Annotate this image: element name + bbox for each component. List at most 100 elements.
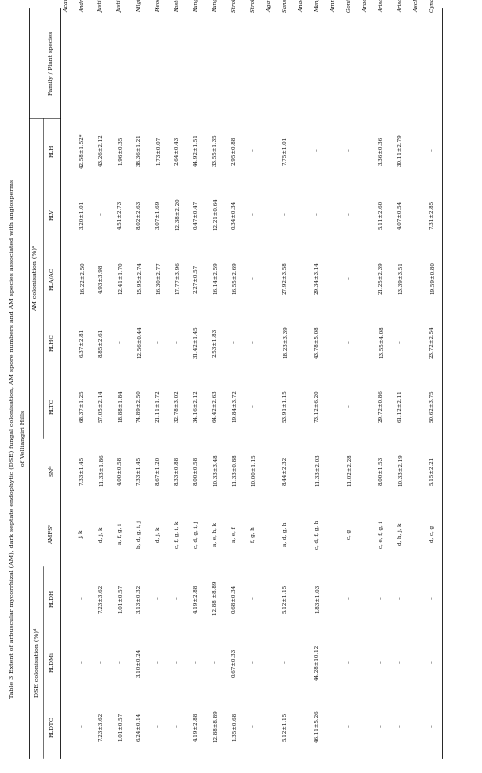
- Text: 7.23±3.62: 7.23±3.62: [99, 584, 104, 612]
- Text: 21.11±1.72: 21.11±1.72: [156, 390, 161, 422]
- Text: 8.67±1.20: 8.67±1.20: [156, 455, 161, 485]
- Text: Rungia apiculata: Rungia apiculata: [194, 0, 199, 12]
- Text: 38.36±1.21: 38.36±1.21: [137, 134, 142, 166]
- Text: c, f, g, i, k: c, f, g, i, k: [175, 520, 180, 548]
- Text: –: –: [379, 661, 384, 663]
- Text: of Velliangiri Hills: of Velliangiri Hills: [22, 410, 27, 466]
- Text: 1.73±0.07: 1.73±0.07: [156, 135, 161, 165]
- Text: Mangifera indica: Mangifera indica: [315, 0, 320, 12]
- Text: 5.15±2.21: 5.15±2.21: [430, 455, 435, 485]
- Text: 5.11±2.60: 5.11±2.60: [379, 199, 384, 229]
- Text: Agavaceae: Agavaceae: [267, 0, 272, 12]
- Text: –: –: [430, 597, 435, 599]
- Text: 16.22±2.50: 16.22±2.50: [80, 262, 85, 295]
- Text: Justicia tranquebariensis: Justicia tranquebariensis: [118, 0, 123, 12]
- Text: –: –: [315, 148, 320, 152]
- Text: f, g, h: f, g, h: [251, 526, 256, 542]
- Text: 29.72±0.86: 29.72±0.86: [379, 390, 384, 422]
- Text: 11.02±2.28: 11.02±2.28: [347, 454, 352, 486]
- Text: 4.00±0.58: 4.00±0.58: [118, 455, 123, 485]
- Text: 53.91±1.15: 53.91±1.15: [283, 390, 288, 422]
- Text: –: –: [251, 597, 256, 599]
- Text: 68.37±1.25: 68.37±1.25: [80, 390, 85, 422]
- Text: 8.44±2.32: 8.44±2.32: [283, 455, 288, 485]
- Text: RLDMi: RLDMi: [50, 652, 54, 673]
- Text: a, d, g, h: a, d, g, h: [283, 522, 288, 547]
- Text: 6.37±2.81: 6.37±2.81: [80, 328, 85, 356]
- Text: –: –: [251, 724, 256, 727]
- Text: RLV: RLV: [50, 208, 54, 220]
- Text: 10.33±2.19: 10.33±2.19: [398, 454, 403, 486]
- Text: 44.28±10.12: 44.28±10.12: [315, 644, 320, 680]
- Text: c, d, g, i, j: c, d, g, i, j: [194, 520, 199, 548]
- Text: 12.88 ±8.89: 12.88 ±8.89: [213, 581, 218, 615]
- Text: 1.01±0.57: 1.01±0.57: [118, 711, 123, 741]
- Text: RLTC: RLTC: [50, 398, 54, 414]
- Text: 7.31±2.85: 7.31±2.85: [430, 199, 435, 229]
- Text: 2.53±1.83: 2.53±1.83: [213, 328, 218, 356]
- Text: –: –: [80, 661, 85, 663]
- Text: SNᵇ: SNᵇ: [50, 465, 54, 475]
- Text: RLDH: RLDH: [50, 589, 54, 607]
- Text: –: –: [99, 661, 104, 663]
- Text: 19.84±3.72: 19.84±3.72: [232, 390, 237, 422]
- Text: 12.56±0.44: 12.56±0.44: [137, 325, 142, 359]
- Text: 3.07±1.69: 3.07±1.69: [156, 199, 161, 229]
- Text: 42.58±1.52*: 42.58±1.52*: [80, 132, 85, 168]
- Text: 16.55±2.69: 16.55±2.69: [232, 261, 237, 295]
- Text: –: –: [347, 277, 352, 279]
- Text: RLH: RLH: [50, 143, 54, 157]
- Text: 0.68±0.34: 0.68±0.34: [232, 584, 237, 612]
- Text: 8.33±0.88: 8.33±0.88: [175, 455, 180, 485]
- Text: d, c, g: d, c, g: [430, 526, 435, 543]
- Text: a, e, h, k: a, e, h, k: [213, 522, 218, 546]
- Text: 4.19±2.88: 4.19±2.88: [194, 711, 199, 741]
- Text: 3.36±0.36: 3.36±0.36: [379, 135, 384, 165]
- Text: –: –: [430, 148, 435, 152]
- Text: –: –: [283, 213, 288, 216]
- Text: 8.02±2.63: 8.02±2.63: [137, 199, 142, 229]
- Text: 50.62±3.75: 50.62±3.75: [430, 390, 435, 422]
- Text: 16.14±2.59: 16.14±2.59: [213, 261, 218, 295]
- Text: 1.01±0.57: 1.01±0.57: [118, 584, 123, 612]
- Text: Family / Plant species: Family / Plant species: [50, 31, 54, 95]
- Text: d, j, k: d, j, k: [99, 526, 104, 542]
- Text: Nilgirianthus asper: Nilgirianthus asper: [137, 0, 142, 12]
- Text: c, g: c, g: [347, 529, 352, 539]
- Text: –: –: [379, 597, 384, 599]
- Text: 57.05±2.14: 57.05±2.14: [99, 390, 104, 422]
- Text: 12.21±0.64: 12.21±0.64: [213, 198, 218, 230]
- Text: 7.33±1.45: 7.33±1.45: [137, 455, 142, 485]
- Text: –: –: [347, 661, 352, 663]
- Text: Anacardiaceae: Anacardiaceae: [299, 0, 304, 12]
- Text: 2.95±0.88: 2.95±0.88: [232, 135, 237, 165]
- Text: 43.78±5.08: 43.78±5.08: [315, 325, 320, 359]
- Text: –: –: [398, 661, 403, 663]
- Text: –: –: [251, 404, 256, 407]
- Text: 8.85±2.61: 8.85±2.61: [99, 328, 104, 356]
- Text: 1.96±0.35: 1.96±0.35: [118, 135, 123, 165]
- Text: Ammonaceae: Ammonaceae: [331, 0, 336, 12]
- Text: a, e, f: a, e, f: [232, 526, 237, 542]
- Text: –: –: [99, 213, 104, 216]
- Text: –: –: [347, 341, 352, 343]
- Text: 0.67±0.33: 0.67±0.33: [232, 648, 237, 676]
- Text: –: –: [175, 341, 180, 343]
- Text: –: –: [213, 661, 218, 663]
- Text: d, h, j, k: d, h, j, k: [398, 523, 403, 545]
- Text: –: –: [347, 404, 352, 407]
- Text: 3.13±0.32: 3.13±0.32: [137, 584, 142, 612]
- Text: 10.33±3.48: 10.33±3.48: [213, 454, 218, 486]
- Text: 5.12±1.15: 5.12±1.15: [283, 584, 288, 612]
- Text: –: –: [430, 661, 435, 663]
- Text: Andrographis lineata: Andrographis lineata: [80, 0, 85, 12]
- Text: RLA/AC: RLA/AC: [50, 267, 54, 290]
- Text: d, j, k: d, j, k: [156, 526, 161, 542]
- Text: –: –: [118, 661, 123, 663]
- Text: Sansevieria roxburghiana: Sansevieria roxburghiana: [283, 0, 288, 12]
- Text: 19.59±0.80: 19.59±0.80: [430, 261, 435, 295]
- Text: 73.12±6.20: 73.12±6.20: [315, 390, 320, 422]
- Text: –: –: [80, 724, 85, 727]
- Text: 29.34±3.14: 29.34±3.14: [315, 261, 320, 295]
- Text: –: –: [347, 597, 352, 599]
